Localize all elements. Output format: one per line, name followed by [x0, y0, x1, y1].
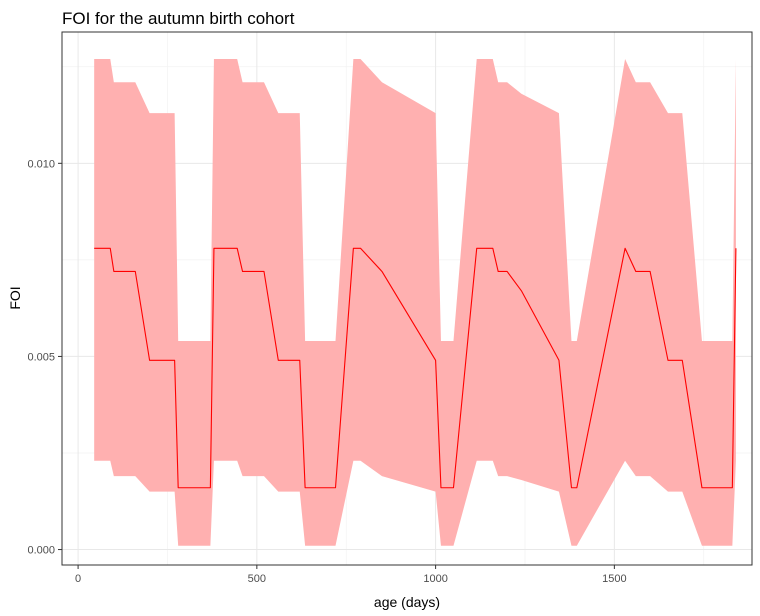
x-axis-label: age (days) [374, 594, 440, 610]
chart-title: FOI for the autumn birth cohort [62, 9, 295, 28]
y-tick-label: 0.000 [27, 545, 55, 557]
y-tick-label: 0.010 [27, 158, 55, 170]
x-tick-label: 500 [248, 573, 266, 585]
confidence-ribbon-layer [94, 59, 736, 546]
x-tick-label: 0 [75, 573, 81, 585]
y-axis-label: FOI [7, 286, 23, 309]
x-tick-label: 1500 [602, 573, 626, 585]
x-axis-ticks: 0 500 1000 1500 [75, 565, 627, 585]
foi-line-layer [94, 247, 737, 489]
y-axis-ticks: 0.000 0.005 0.010 [27, 158, 62, 557]
y-tick-label: 0.005 [27, 351, 55, 363]
confidence-ribbon [94, 59, 736, 546]
foi-line [94, 247, 737, 489]
panel-border [61, 31, 753, 566]
x-tick-label: 1000 [423, 573, 447, 585]
